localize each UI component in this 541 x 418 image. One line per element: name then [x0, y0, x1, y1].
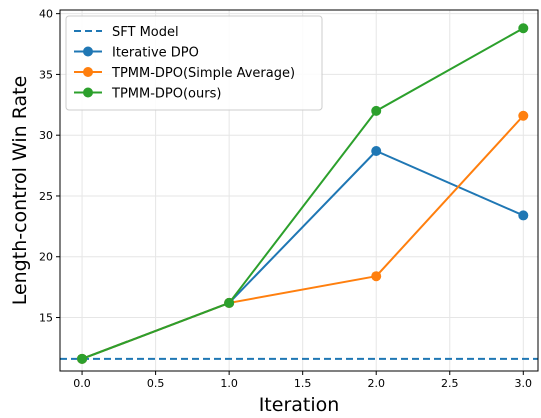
legend-swatch-marker [83, 46, 93, 57]
y-tick-label: 35 [39, 68, 53, 81]
y-tick-label: 15 [39, 312, 53, 325]
legend-box [65, 15, 323, 111]
x-tick-label: 2.5 [441, 377, 459, 390]
y-axis-label: Length-control Win Rate [9, 76, 31, 306]
x-tick-label: 0.0 [73, 377, 91, 390]
series-2-point [518, 110, 529, 121]
series-layer [60, 23, 538, 364]
legend-label: SFT Model [112, 25, 179, 40]
legend-label: Iterative DPO [112, 46, 199, 61]
y-tick-label: 30 [39, 129, 53, 142]
series-3-point [518, 23, 529, 34]
x-tick-label: 2.0 [367, 377, 385, 390]
series-line-3 [81, 27, 524, 360]
x-axis-label: Iteration [259, 394, 340, 416]
series-1-point [518, 210, 529, 221]
series-3-point [224, 297, 235, 308]
x-tick-label: 0.5 [147, 377, 165, 390]
legend: SFT Model Iterative DPO TPMM-DPO(Simple Av… [65, 15, 323, 111]
y-tick-label: 25 [39, 190, 53, 203]
x-tick-label: 3.0 [515, 377, 533, 390]
series-3-point [77, 353, 88, 364]
x-tick-label: 1.0 [220, 377, 238, 390]
legend-label: TPMM-DPO(Simple Average) [111, 66, 295, 81]
y-tick-label: 40 [39, 8, 53, 21]
tick-layer: 0.0 0.5 1.0 1.5 2.0 2.5 3.0 15 20 25 30 35 40 [39, 8, 532, 390]
series-1-point [371, 145, 382, 156]
series-3-point [371, 105, 382, 116]
x-tick-label: 1.5 [294, 377, 312, 390]
legend-swatch-marker [83, 67, 93, 77]
plot-frame [59, 9, 539, 372]
y-tick-label: 20 [39, 251, 53, 264]
legend-label: TPMM-DPO(ours) [111, 87, 221, 102]
series-2-point [371, 271, 382, 282]
legend-swatch-marker [83, 87, 93, 98]
